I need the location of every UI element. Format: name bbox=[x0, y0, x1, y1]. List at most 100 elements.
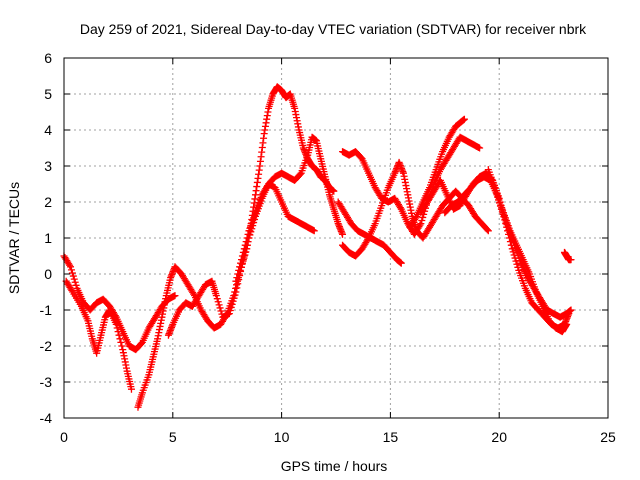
data-point bbox=[491, 184, 499, 192]
data-point bbox=[117, 338, 125, 346]
data-point bbox=[229, 297, 237, 305]
series-arc-3 bbox=[134, 83, 338, 411]
series-arc-13 bbox=[560, 248, 575, 264]
data-point bbox=[330, 187, 338, 195]
data-point bbox=[112, 320, 120, 328]
data-point bbox=[213, 295, 221, 303]
data-point bbox=[483, 226, 491, 234]
x-tick-label: 10 bbox=[274, 429, 290, 445]
data-point bbox=[171, 292, 179, 300]
y-tick-label: 6 bbox=[44, 50, 52, 66]
x-tick-label: 0 bbox=[60, 429, 68, 445]
data-point bbox=[418, 217, 426, 225]
series-arc-1 bbox=[60, 252, 179, 354]
data-point bbox=[70, 275, 78, 283]
series-arc-8 bbox=[334, 198, 405, 267]
data-point bbox=[68, 269, 76, 277]
axis-ticks: 0 5 10 15 20 25 -4 -3 -2 -1 0 1 2 3 4 5 6 bbox=[40, 50, 616, 445]
data-point bbox=[417, 220, 425, 228]
data-point bbox=[66, 261, 74, 269]
data-point bbox=[234, 270, 242, 278]
y-tick-label: -1 bbox=[40, 302, 53, 318]
data-point bbox=[238, 252, 246, 260]
series-arc-12 bbox=[484, 166, 575, 321]
series-arc-5 bbox=[232, 180, 318, 285]
data-point bbox=[115, 331, 123, 339]
y-tick-label: -3 bbox=[40, 374, 53, 390]
data-point bbox=[509, 248, 517, 256]
y-tick-label: 2 bbox=[44, 194, 52, 210]
data-point bbox=[416, 221, 424, 229]
y-tick-label: -2 bbox=[40, 338, 53, 354]
data-point bbox=[496, 202, 504, 210]
data-point bbox=[67, 263, 75, 271]
y-axis-label: SDTVAR / TECUs bbox=[6, 182, 22, 294]
data-point bbox=[217, 307, 225, 315]
data-point bbox=[242, 238, 250, 246]
data-point bbox=[508, 245, 516, 253]
chart-title: Day 259 of 2021, Sidereal Day-to-day VTE… bbox=[80, 21, 587, 37]
data-point bbox=[127, 385, 135, 393]
data-point bbox=[68, 286, 76, 294]
data-point bbox=[397, 259, 405, 267]
data-point bbox=[492, 187, 500, 195]
data-point bbox=[476, 144, 484, 152]
x-tick-label: 25 bbox=[600, 429, 616, 445]
data-point bbox=[214, 298, 222, 306]
x-tick-label: 20 bbox=[491, 429, 507, 445]
data-point bbox=[232, 288, 240, 296]
y-tick-label: 3 bbox=[44, 158, 52, 174]
data-point bbox=[212, 292, 220, 300]
y-tick-label: 0 bbox=[44, 266, 52, 282]
data-point bbox=[227, 303, 235, 311]
data-point bbox=[567, 306, 575, 314]
data-point bbox=[235, 266, 243, 274]
data-point bbox=[494, 193, 502, 201]
data-point bbox=[563, 320, 571, 328]
series-arc-11 bbox=[441, 173, 571, 336]
grid bbox=[64, 58, 608, 418]
data-point bbox=[67, 266, 75, 274]
series-arc-6 bbox=[339, 158, 492, 260]
data-point bbox=[240, 245, 248, 253]
y-tick-label: 1 bbox=[44, 230, 52, 246]
y-tick-label: 5 bbox=[44, 86, 52, 102]
data-point bbox=[231, 291, 239, 299]
data-point bbox=[228, 300, 236, 308]
data-point bbox=[232, 277, 240, 285]
data-point bbox=[412, 214, 420, 222]
series-arc-4 bbox=[164, 133, 347, 339]
y-tick-label: 4 bbox=[44, 122, 52, 138]
data-point bbox=[567, 256, 575, 264]
data-point bbox=[226, 307, 234, 315]
data-point bbox=[233, 284, 241, 292]
data-point bbox=[339, 230, 347, 238]
x-axis-label: GPS time / hours bbox=[281, 458, 388, 474]
data-point bbox=[237, 256, 245, 264]
data-point bbox=[243, 234, 251, 242]
data-point bbox=[239, 248, 247, 256]
data-point bbox=[216, 304, 224, 312]
data-point bbox=[396, 204, 404, 212]
x-tick-label: 5 bbox=[169, 429, 177, 445]
data-point bbox=[495, 196, 503, 204]
data-point bbox=[496, 199, 504, 207]
series-arc-9 bbox=[406, 115, 468, 231]
data-point bbox=[236, 263, 244, 271]
data-point bbox=[225, 310, 233, 318]
x-tick-label: 15 bbox=[383, 429, 399, 445]
data-point bbox=[233, 274, 241, 282]
data-point bbox=[244, 230, 252, 238]
data-point bbox=[310, 227, 318, 235]
data-point bbox=[296, 170, 304, 178]
data-point bbox=[419, 213, 427, 221]
data-point bbox=[215, 301, 223, 309]
data-point bbox=[484, 227, 492, 235]
data-point bbox=[460, 115, 468, 123]
data-point bbox=[118, 342, 126, 350]
data-point bbox=[116, 335, 124, 343]
data-point bbox=[69, 272, 77, 280]
data-point bbox=[237, 259, 245, 267]
data-point bbox=[71, 278, 79, 286]
